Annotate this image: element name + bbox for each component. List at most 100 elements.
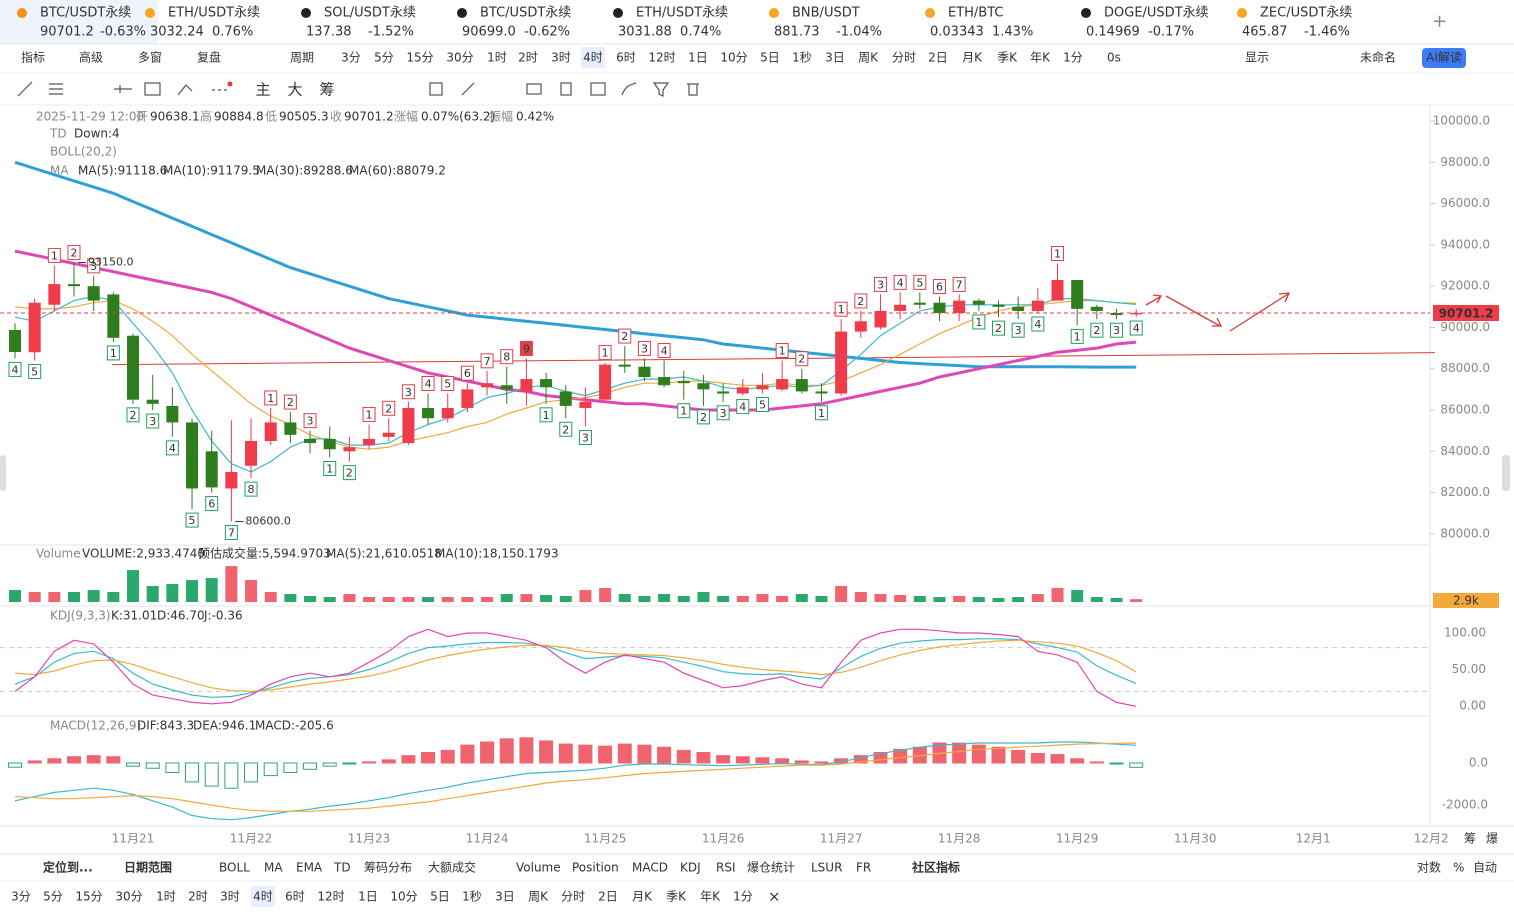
indicator[interactable]: 爆仓统计 — [747, 861, 795, 875]
period[interactable]: 3分 — [11, 890, 31, 904]
period[interactable]: 15分 — [406, 51, 433, 65]
ticker-name[interactable]: ZEC/USDT永续 — [1260, 6, 1352, 21]
period[interactable]: 1分 — [1063, 51, 1083, 65]
indicator[interactable]: FR — [856, 861, 871, 875]
period[interactable]: 月K — [962, 51, 983, 65]
community[interactable]: 社区指标 — [911, 860, 960, 875]
period[interactable]: 6时 — [285, 890, 305, 904]
indicator[interactable]: TD — [333, 861, 351, 875]
macd-bar — [794, 760, 809, 764]
ticker-name[interactable]: ETH/BTC — [948, 6, 1004, 21]
toolbar-item[interactable]: 0s — [1107, 51, 1121, 65]
date-range[interactable]: 日期范围 — [124, 860, 172, 875]
indicator[interactable]: Position — [572, 861, 619, 875]
period[interactable]: 季K — [997, 51, 1018, 65]
scale-option[interactable]: 自动 — [1473, 861, 1497, 875]
drawing-tools[interactable] — [17, 81, 699, 97]
period[interactable]: 3分 — [341, 51, 361, 65]
toolbar-item[interactable]: 指标 — [21, 50, 45, 65]
indicator[interactable]: MACD — [632, 861, 668, 875]
scale-option[interactable]: 对数 — [1417, 860, 1441, 875]
period[interactable]: 30分 — [115, 890, 142, 904]
indicator[interactable]: 筹码分布 — [364, 861, 412, 875]
period[interactable]: 2时 — [188, 890, 208, 904]
period[interactable]: 1日 — [358, 890, 378, 904]
axis-icon[interactable]: 筹 — [1464, 832, 1476, 846]
period[interactable]: 10分 — [390, 890, 417, 904]
period[interactable]: 周K — [528, 890, 549, 904]
period[interactable]: 3日 — [495, 890, 515, 904]
macd-bar — [539, 740, 554, 764]
side-handle[interactable] — [1502, 455, 1510, 491]
period[interactable]: 6时 — [616, 51, 636, 65]
period[interactable]: 12时 — [648, 51, 675, 65]
period[interactable]: 1秒 — [462, 890, 482, 904]
period[interactable]: 分时 — [561, 890, 585, 904]
period[interactable]: 5分 — [374, 51, 394, 65]
shortcut[interactable]: 筹 — [319, 81, 334, 99]
period[interactable]: 5日 — [760, 51, 780, 65]
ticker-name[interactable]: BTC/USDT永续 — [480, 6, 571, 21]
period[interactable]: 1日 — [688, 51, 708, 65]
indicator[interactable]: 大额成交 — [428, 860, 476, 875]
indicator[interactable]: KDJ — [680, 861, 701, 875]
toolbar-item[interactable]: 周期 — [290, 51, 314, 65]
toolbar-item[interactable]: 复盘 — [197, 50, 221, 65]
ticker-icon — [301, 8, 311, 18]
period[interactable]: 年K — [1030, 51, 1051, 65]
period[interactable]: 1秒 — [792, 51, 812, 65]
period[interactable]: 3日 — [825, 51, 845, 65]
period[interactable]: 3时 — [220, 890, 240, 904]
ai-button[interactable]: AI解读 — [1426, 51, 1462, 65]
period[interactable]: 2日 — [928, 51, 948, 65]
period[interactable]: 1时 — [156, 890, 176, 904]
scale-option[interactable]: % — [1453, 861, 1464, 875]
indicator[interactable]: BOLL — [219, 861, 250, 875]
ticker-name[interactable]: ETH/USDT永续 — [168, 6, 260, 21]
shortcut[interactable]: 大 — [287, 81, 302, 99]
axis-icon[interactable]: 爆 — [1486, 832, 1498, 846]
ticker-name[interactable]: BNB/USDT — [792, 6, 860, 21]
period[interactable]: 12时 — [317, 890, 344, 904]
td-count: 4 — [425, 378, 432, 391]
period[interactable]: 季K — [666, 890, 687, 904]
period[interactable]: 月K — [632, 890, 653, 904]
side-handle[interactable] — [0, 455, 6, 491]
ticker-name[interactable]: SOL/USDT永续 — [324, 6, 416, 21]
ticker-name[interactable]: ETH/USDT永续 — [636, 6, 728, 21]
ticker-name[interactable]: BTC/USDT永续 — [40, 6, 131, 21]
indicator[interactable]: LSUR — [811, 861, 842, 875]
period[interactable]: 4时 — [583, 51, 603, 65]
period[interactable]: 1分 — [733, 890, 753, 904]
period[interactable]: 周K — [858, 51, 879, 65]
period[interactable]: 15分 — [75, 890, 102, 904]
period[interactable]: 10分 — [720, 51, 747, 65]
period[interactable]: 2日 — [598, 890, 618, 904]
indicator[interactable]: RSI — [716, 861, 736, 875]
period[interactable]: 2时 — [518, 51, 538, 65]
toolbar-item[interactable]: 未命名 — [1360, 50, 1396, 65]
locate[interactable]: 定位到... — [43, 860, 93, 875]
kdj-line — [14, 639, 1137, 693]
period[interactable]: 1时 — [487, 51, 507, 65]
ticker-name[interactable]: DOGE/USDT永续 — [1104, 6, 1209, 21]
toolbar-item[interactable]: 显示 — [1245, 51, 1269, 65]
indicator[interactable]: EMA — [296, 861, 323, 875]
ai-button-bg[interactable] — [1422, 48, 1466, 68]
shortcut[interactable]: 主 — [255, 81, 270, 99]
period[interactable]: 5日 — [430, 890, 450, 904]
toolbar-item[interactable]: 高级 — [79, 50, 103, 65]
close[interactable]: × — [768, 888, 781, 906]
period[interactable]: 30分 — [446, 51, 473, 65]
indicator[interactable]: Volume — [516, 861, 561, 875]
period[interactable]: 5分 — [43, 890, 63, 904]
period[interactable]: 4时 — [253, 890, 273, 904]
add-tab[interactable]: + — [1432, 11, 1447, 32]
period[interactable]: 年K — [700, 890, 721, 904]
pane-title: KDJ(9,3,3) — [50, 609, 111, 623]
period[interactable]: 分时 — [892, 51, 916, 65]
volume-bar — [717, 596, 730, 602]
period[interactable]: 3时 — [551, 51, 571, 65]
indicator[interactable]: MA — [264, 861, 283, 875]
toolbar-item[interactable]: 多窗 — [138, 51, 162, 65]
